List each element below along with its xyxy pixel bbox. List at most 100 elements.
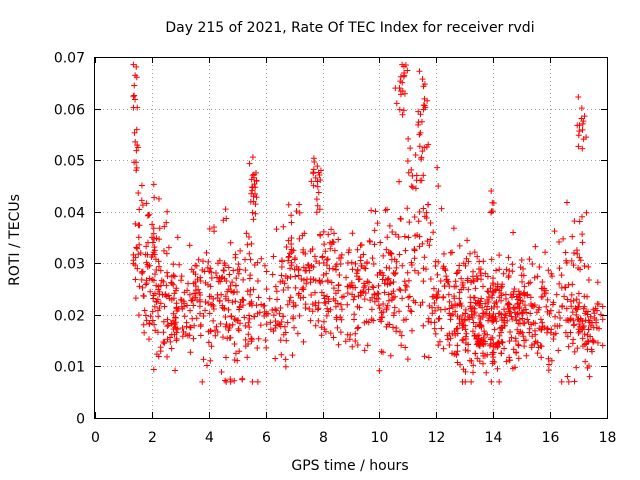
data-point <box>315 189 322 196</box>
data-point <box>369 255 376 262</box>
data-point <box>432 262 439 269</box>
data-point <box>375 282 382 289</box>
data-point <box>310 166 317 173</box>
data-point <box>436 315 443 322</box>
data-point <box>317 232 324 239</box>
data-point <box>232 282 239 289</box>
data-point <box>191 322 198 329</box>
data-point <box>144 212 151 219</box>
data-point <box>539 319 546 326</box>
data-point <box>562 249 569 256</box>
data-point <box>557 315 564 322</box>
data-point <box>565 343 572 350</box>
data-point <box>506 357 513 364</box>
data-point <box>187 307 194 314</box>
data-point <box>406 219 413 226</box>
data-point <box>431 325 438 332</box>
data-point <box>242 336 249 343</box>
data-point <box>576 128 583 135</box>
data-point <box>265 310 272 317</box>
data-point <box>355 324 362 331</box>
data-point <box>429 304 436 311</box>
data-point <box>187 349 194 356</box>
data-point <box>430 285 437 292</box>
data-point <box>407 145 414 152</box>
data-point <box>170 295 177 302</box>
y-tick-label: 0.04 <box>54 206 85 222</box>
data-point <box>383 304 390 311</box>
data-point <box>451 283 458 290</box>
data-point <box>328 279 335 286</box>
data-point <box>350 284 357 291</box>
data-point <box>487 285 494 292</box>
data-point <box>427 219 434 226</box>
data-point <box>143 317 150 324</box>
data-point <box>490 275 497 282</box>
data-point <box>447 312 454 319</box>
data-point <box>401 233 408 240</box>
data-point <box>157 348 164 355</box>
data-point <box>502 310 509 317</box>
data-point <box>132 276 139 283</box>
data-point <box>173 337 180 344</box>
data-point <box>519 329 526 336</box>
data-point <box>135 144 142 151</box>
data-point <box>195 286 202 293</box>
data-point <box>290 247 297 254</box>
data-point <box>458 275 465 282</box>
data-point <box>364 342 371 349</box>
data-point <box>255 335 262 342</box>
x-tick-label: 18 <box>599 430 617 446</box>
data-point <box>154 307 161 314</box>
data-point <box>417 111 424 118</box>
data-point <box>393 100 400 107</box>
data-point <box>132 295 139 302</box>
data-point <box>476 358 483 365</box>
data-point <box>132 254 139 261</box>
data-point <box>567 298 574 305</box>
data-point <box>244 354 251 361</box>
data-point <box>470 362 477 369</box>
data-point <box>471 294 478 301</box>
data-point <box>432 330 439 337</box>
data-point <box>419 148 426 155</box>
data-point <box>146 211 153 218</box>
data-point <box>172 287 179 294</box>
data-point <box>498 297 505 304</box>
data-point <box>140 292 147 299</box>
data-point <box>536 264 543 271</box>
data-point <box>526 256 533 263</box>
data-point <box>500 317 507 324</box>
data-point <box>478 295 485 302</box>
x-tick-label: 12 <box>428 430 446 446</box>
data-point <box>248 176 255 183</box>
data-point <box>300 264 307 271</box>
data-point <box>133 126 140 133</box>
data-point <box>466 357 473 364</box>
data-point <box>281 323 288 330</box>
data-point <box>570 249 577 256</box>
data-point <box>425 354 432 361</box>
data-point <box>543 329 550 336</box>
data-point <box>440 294 447 301</box>
data-point <box>354 303 361 310</box>
data-point <box>352 330 359 337</box>
data-point <box>149 239 156 246</box>
data-point <box>362 265 369 272</box>
data-point <box>581 341 588 348</box>
data-point <box>246 160 253 167</box>
data-point <box>467 250 474 257</box>
data-point <box>550 299 557 306</box>
data-point <box>521 302 528 309</box>
data-point <box>134 104 141 111</box>
data-point <box>567 329 574 336</box>
data-point <box>371 291 378 298</box>
data-point <box>564 296 571 303</box>
data-point <box>425 318 432 325</box>
data-point <box>183 323 190 330</box>
data-point <box>416 209 423 216</box>
data-point <box>164 353 171 360</box>
data-point <box>273 226 280 233</box>
data-point <box>222 377 229 384</box>
data-point <box>444 332 451 339</box>
